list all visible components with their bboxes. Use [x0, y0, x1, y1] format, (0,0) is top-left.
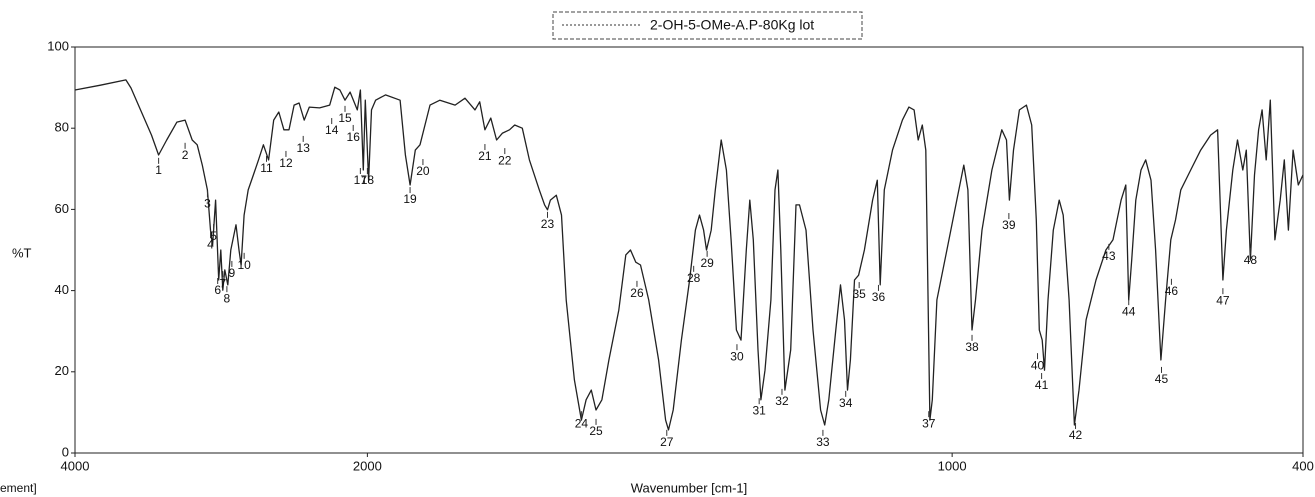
peak-label: 37 [922, 416, 936, 430]
y-tick-label: 100 [47, 38, 69, 53]
corner-text: ement] [0, 481, 37, 495]
y-tick-label: 0 [62, 444, 69, 459]
peak-label: 25 [589, 424, 603, 438]
peak-label: 5 [210, 229, 217, 243]
peak-label: 48 [1244, 253, 1258, 267]
peak-label: 34 [839, 396, 853, 410]
peak-label: 41 [1035, 378, 1049, 392]
y-tick-label: 20 [55, 363, 69, 378]
peak-label: 36 [872, 290, 886, 304]
peak-label: 12 [279, 156, 293, 170]
peak-label: 9 [229, 266, 236, 280]
peak-label: 17 [354, 173, 368, 187]
y-tick-label: 80 [55, 120, 69, 135]
peak-label: 26 [630, 286, 644, 300]
peak-label: 45 [1155, 372, 1169, 386]
peak-label: 21 [478, 149, 492, 163]
peak-label: 32 [775, 394, 789, 408]
peak-label: 35 [852, 287, 866, 301]
x-axis-label: Wavenumber [cm-1] [631, 480, 748, 495]
peak-label: 14 [325, 123, 339, 137]
x-tick-label: 400 [1292, 458, 1314, 473]
y-tick-label: 40 [55, 282, 69, 297]
peak-label: 18 [361, 173, 375, 187]
peak-label: 8 [224, 291, 231, 305]
peak-label: 39 [1002, 218, 1016, 232]
peak-label: 46 [1165, 284, 1179, 298]
peak-label: 40 [1031, 358, 1045, 372]
plot-frame [74, 46, 1304, 454]
x-tick-label: 1000 [938, 458, 967, 473]
peak-label: 19 [403, 192, 417, 206]
peak-label: 6 [214, 283, 221, 297]
peak-label: 27 [660, 435, 674, 449]
y-tick-label: 60 [55, 201, 69, 216]
peak-label: 20 [416, 164, 430, 178]
peak-label: 4 [207, 237, 214, 251]
spectrum-line [74, 79, 1304, 431]
peak-label: 28 [687, 271, 701, 285]
peak-label: 44 [1122, 304, 1136, 318]
peak-label: 47 [1216, 293, 1230, 307]
peak-label: 33 [816, 435, 830, 449]
peak-label: 30 [730, 349, 744, 363]
peak-label: 10 [237, 258, 251, 272]
y-axis-label: %T [12, 245, 32, 260]
peak-label: 31 [752, 403, 766, 417]
peak-label: 24 [575, 416, 589, 430]
peak-label: 11 [260, 161, 273, 175]
x-tick-label: 2000 [353, 458, 382, 473]
peak-label: 13 [297, 141, 311, 155]
x-tick-label: 4000 [61, 458, 90, 473]
peak-label: 22 [498, 153, 512, 167]
peak-label: 16 [347, 130, 361, 144]
peak-label: 29 [700, 256, 714, 270]
peak-label: 7 [219, 276, 226, 290]
peak-label: 38 [965, 340, 979, 354]
legend-box [552, 11, 863, 40]
peak-label: 1 [155, 163, 162, 177]
peak-label: 23 [541, 217, 555, 231]
peak-label: 2 [182, 148, 189, 162]
peak-label: 43 [1102, 249, 1116, 263]
peak-label: 3 [204, 196, 211, 210]
peak-label: 42 [1069, 428, 1083, 442]
legend-label: 2-OH-5-OMe-A.P-80Kg lot [650, 17, 814, 33]
peak-label: 15 [338, 111, 352, 125]
